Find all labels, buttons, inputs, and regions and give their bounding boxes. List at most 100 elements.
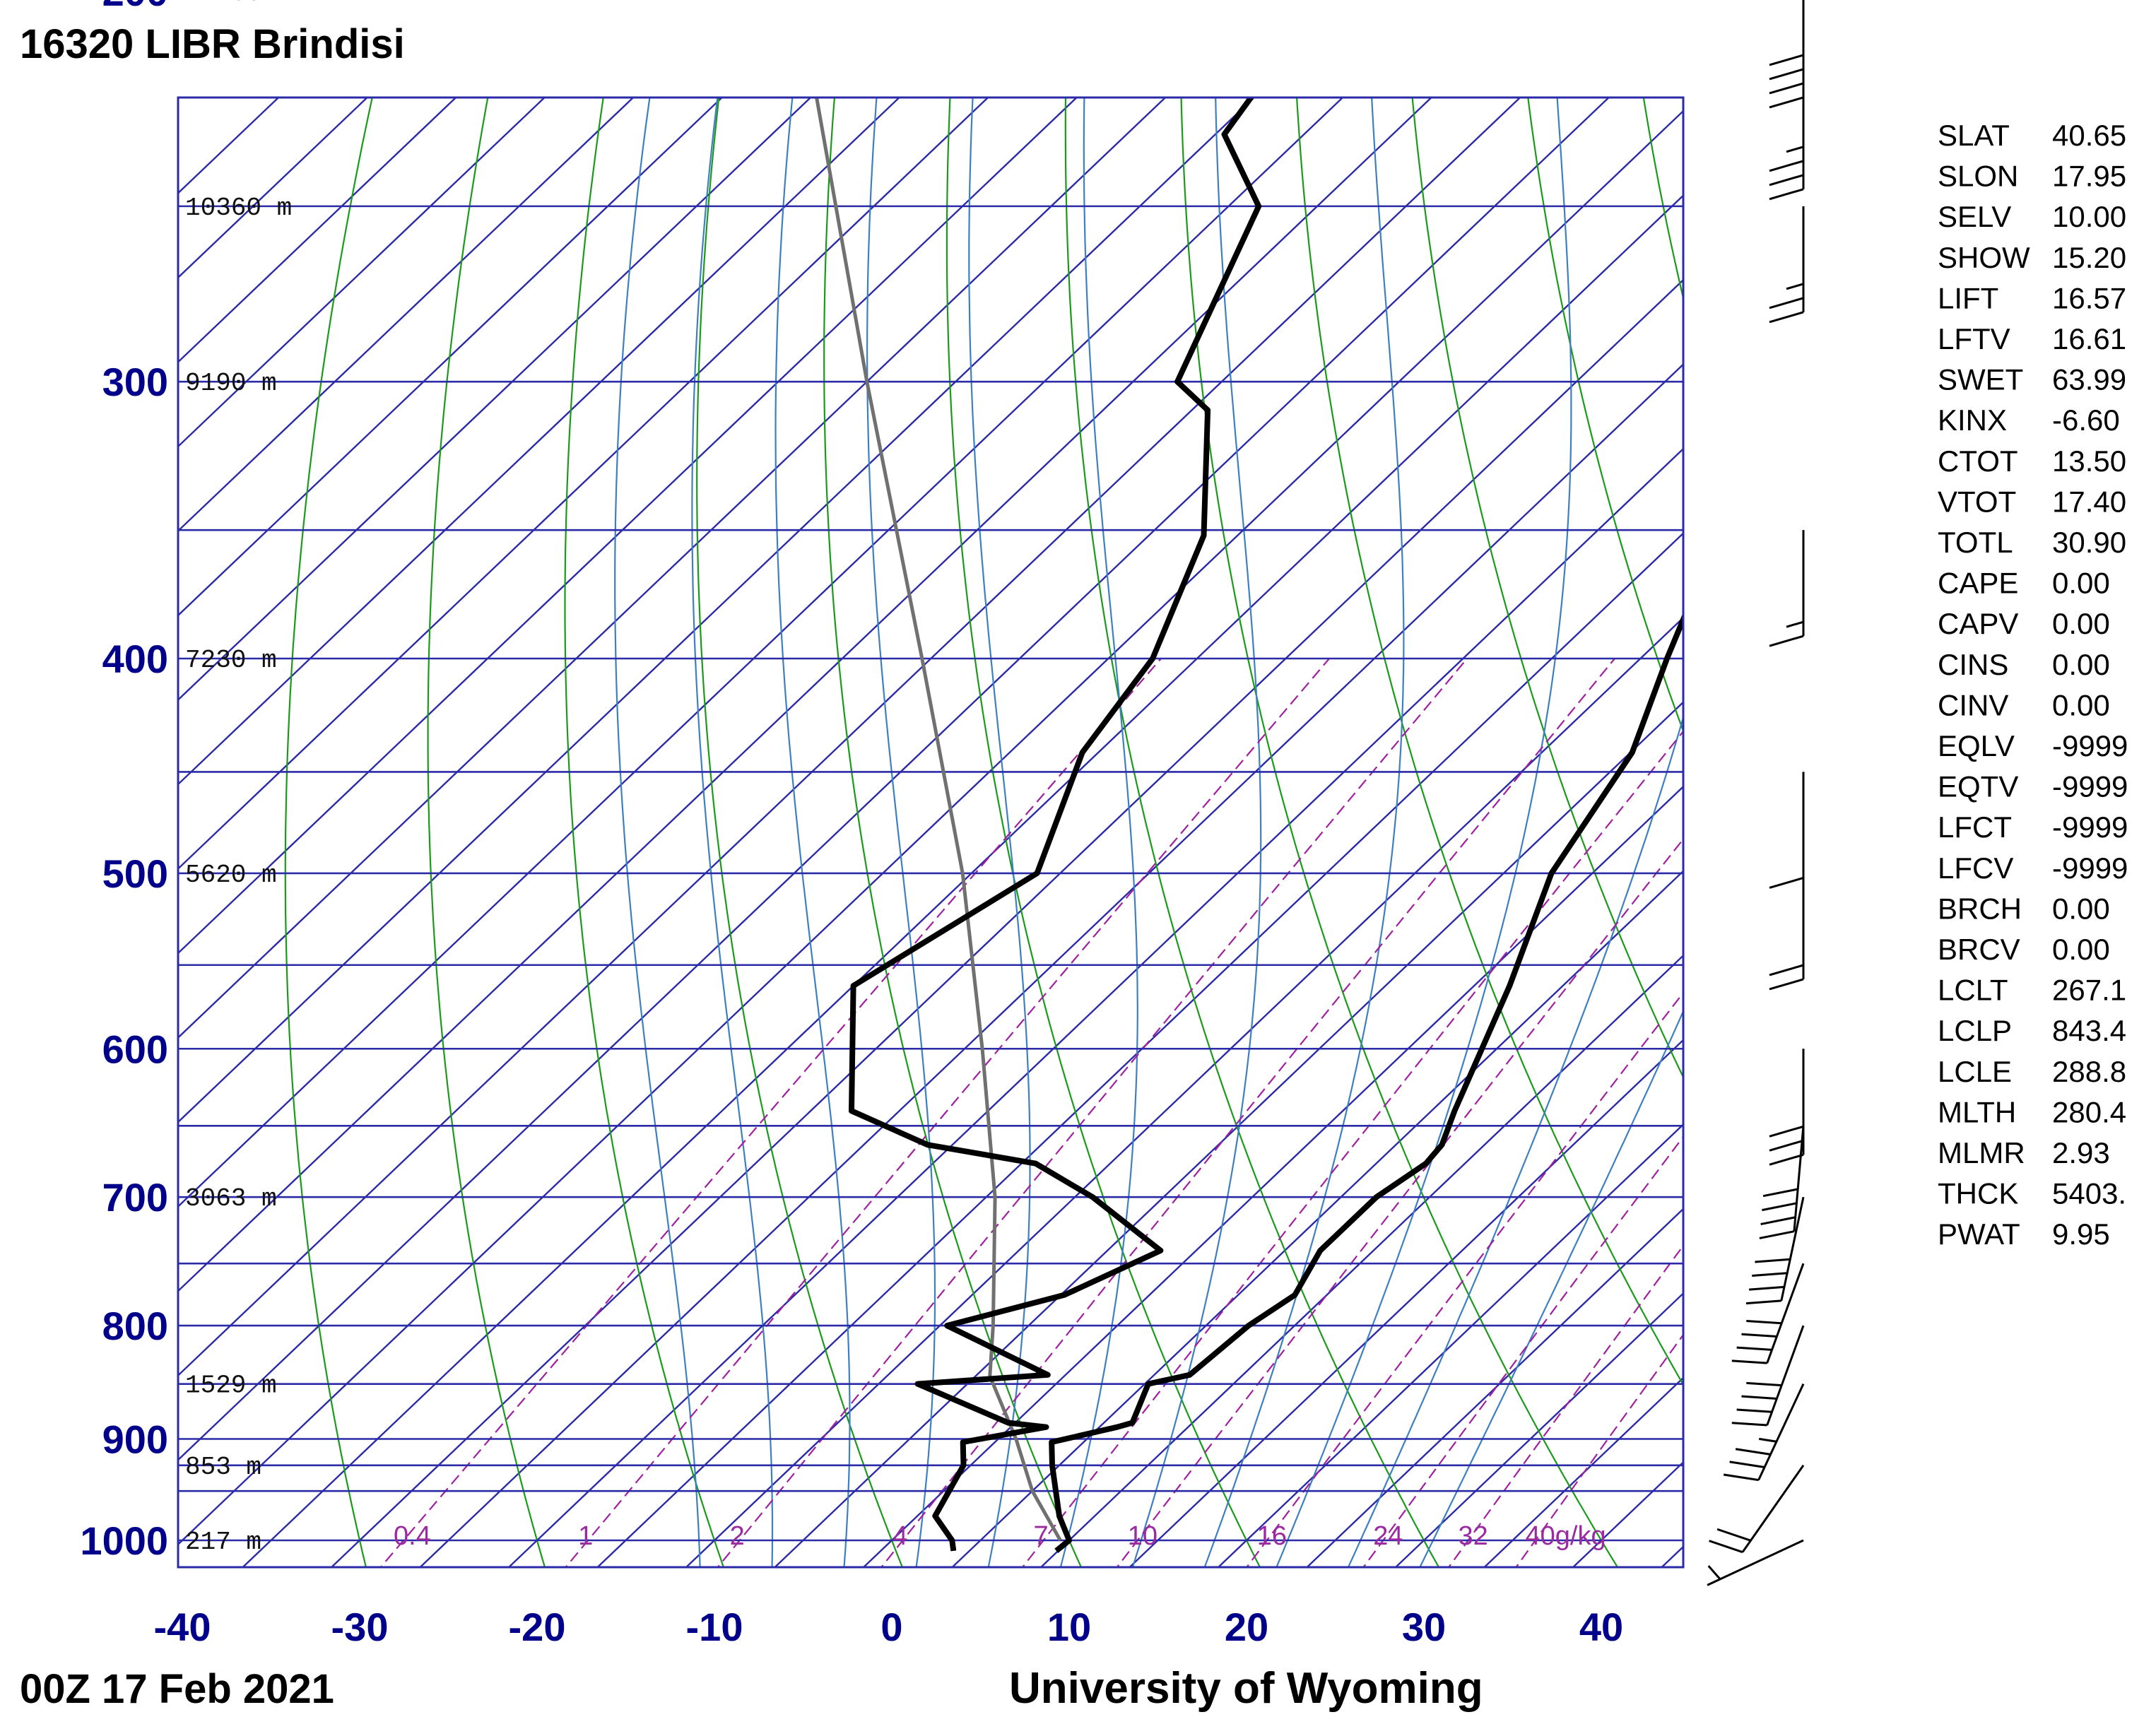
moist-adiabat-line (1131, 98, 1262, 1567)
wind-barb (1769, 1049, 1805, 1166)
index-value: 843.4 (2052, 1014, 2126, 1047)
moist-adiabat-line (1347, 714, 1683, 1567)
mixing-ratio-labels: 0.4 1 2 4 7 10 16 24 32 40g/kg (394, 1521, 1606, 1551)
dry-adiabat-line (1180, 98, 1619, 1567)
dry-adiabat-line (1296, 98, 1683, 1386)
index-name: EQLV (1938, 729, 2015, 762)
index-name: LFTV (1938, 322, 2010, 355)
isotherm-line (178, 98, 989, 871)
index-name: LIFT (1938, 281, 1998, 314)
index-name: BRCV (1938, 933, 2020, 966)
height-label: 1529 m (185, 1371, 277, 1400)
dewpoint-trace (849, 98, 1262, 1552)
temperature-tick-label: 0 (880, 1605, 902, 1649)
isotherm-line (330, 278, 1683, 1567)
index-value: 0.00 (2052, 892, 2110, 925)
mixing-ratio-line (1245, 991, 1683, 1567)
moist-adiabat-line (1419, 1009, 1683, 1567)
index-value: -9999 (2052, 810, 2128, 844)
temperature-tick-label: 30 (1402, 1605, 1446, 1649)
wind-barbs (1707, 0, 1805, 1586)
temperature-axis: -40 -30 -20 -10 0 10 20 30 40 (154, 1605, 1624, 1649)
index-value: 288.8 (2052, 1055, 2126, 1088)
wind-barb (1707, 1539, 1804, 1586)
dry-adiabat-line (427, 98, 546, 1567)
index-name: CINV (1938, 688, 2008, 721)
isotherm-line (773, 701, 1683, 1567)
temperature-tick-label: -20 (509, 1605, 566, 1649)
index-name: THCK (1938, 1177, 2018, 1210)
index-name: KINX (1938, 403, 2007, 437)
wind-barb (1769, 83, 1805, 201)
mixing-ratio-label: 2 (730, 1521, 745, 1551)
index-name: SLAT (1938, 119, 2010, 152)
index-name: CTOT (1938, 444, 2018, 478)
temperature-tick-label: -10 (686, 1605, 743, 1649)
isotherm-line (178, 110, 1683, 1546)
dry-adiabat-line (1411, 98, 1683, 1080)
index-value: 13.50 (2052, 444, 2126, 478)
index-name: CINS (1938, 648, 2008, 681)
isotherm-line (596, 532, 1683, 1567)
isotherm-line (241, 194, 1683, 1567)
moist-adiabat-line (691, 98, 774, 1567)
isotherm-line (178, 98, 1167, 1039)
stability-indices: SLAT 40.65 SLON 17.95 SELV 10.00 SHOW 15.20 LIFT… (1938, 119, 2128, 1251)
index-value: -9999 (2052, 729, 2128, 762)
height-label: 9190 m (185, 369, 277, 398)
mixing-ratio-line (1021, 730, 1683, 1567)
isotherm-line (178, 98, 1433, 1292)
isotherm-line (862, 785, 1683, 1567)
pressure-tick-label: 700 (102, 1175, 168, 1220)
index-value: 0.00 (2052, 648, 2110, 681)
parcel-path (815, 98, 1062, 1542)
isotherm-line (1305, 1208, 1683, 1567)
mixing-ratio-label: 10 (1128, 1521, 1157, 1551)
index-value: 2.93 (2052, 1136, 2110, 1169)
temperature-tick-label: 40 (1579, 1605, 1623, 1649)
temperature-tick-label: -30 (331, 1605, 389, 1649)
index-name: VTOT (1938, 485, 2016, 518)
wind-barb (1759, 1126, 1805, 1239)
pressure-tick-label: 400 (102, 637, 168, 681)
mixing-ratio-label: 4 (893, 1521, 907, 1551)
index-name: CAPE (1938, 567, 2018, 600)
isotherm-line (178, 98, 812, 702)
dry-adiabat-line (1642, 98, 1683, 302)
dry-adiabat-line (696, 98, 904, 1567)
height-label: 10360 m (185, 194, 292, 223)
index-value: 9.95 (2052, 1217, 2110, 1251)
moist-adiabat-line (1276, 98, 1572, 1567)
index-value: -6.60 (2052, 403, 2120, 437)
index-value: 30.90 (2052, 526, 2126, 559)
index-value: 280.4 (2052, 1095, 2126, 1128)
moist-adiabat-line (866, 98, 936, 1567)
moist-adiabat-line (968, 98, 1031, 1567)
dry-adiabat-line (1064, 98, 1440, 1567)
source-credit: University of Wyoming (1009, 1664, 1483, 1713)
index-name: SLON (1938, 160, 2018, 193)
isotherm-line (178, 98, 635, 533)
index-value: 0.00 (2052, 567, 2110, 600)
sounding-traces (815, 98, 1683, 1553)
mixing-ratio-label: 24 (1373, 1521, 1403, 1551)
dry-adiabat-line (946, 98, 1261, 1567)
pressure-tick-label: 300 (102, 360, 168, 404)
pressure-tick-label: 900 (102, 1417, 168, 1461)
dry-adiabat-line (1527, 98, 1683, 733)
index-value: 0.00 (2052, 933, 2110, 966)
index-name: BRCH (1938, 892, 2022, 925)
wind-barb (1769, 772, 1805, 889)
isotherm-line (685, 616, 1683, 1567)
index-name: SWET (1938, 363, 2023, 396)
station-title: 16320 LIBR Brindisi (20, 21, 405, 67)
dry-adiabat-line (284, 98, 373, 1567)
index-value: 15.20 (2052, 241, 2126, 274)
temperature-tick-label: -40 (154, 1605, 211, 1649)
wind-barb (1769, 873, 1805, 991)
moist-adiabat-line (614, 98, 701, 1567)
index-value: 17.95 (2052, 160, 2126, 193)
mixing-ratio-label: 32 (1458, 1521, 1488, 1551)
